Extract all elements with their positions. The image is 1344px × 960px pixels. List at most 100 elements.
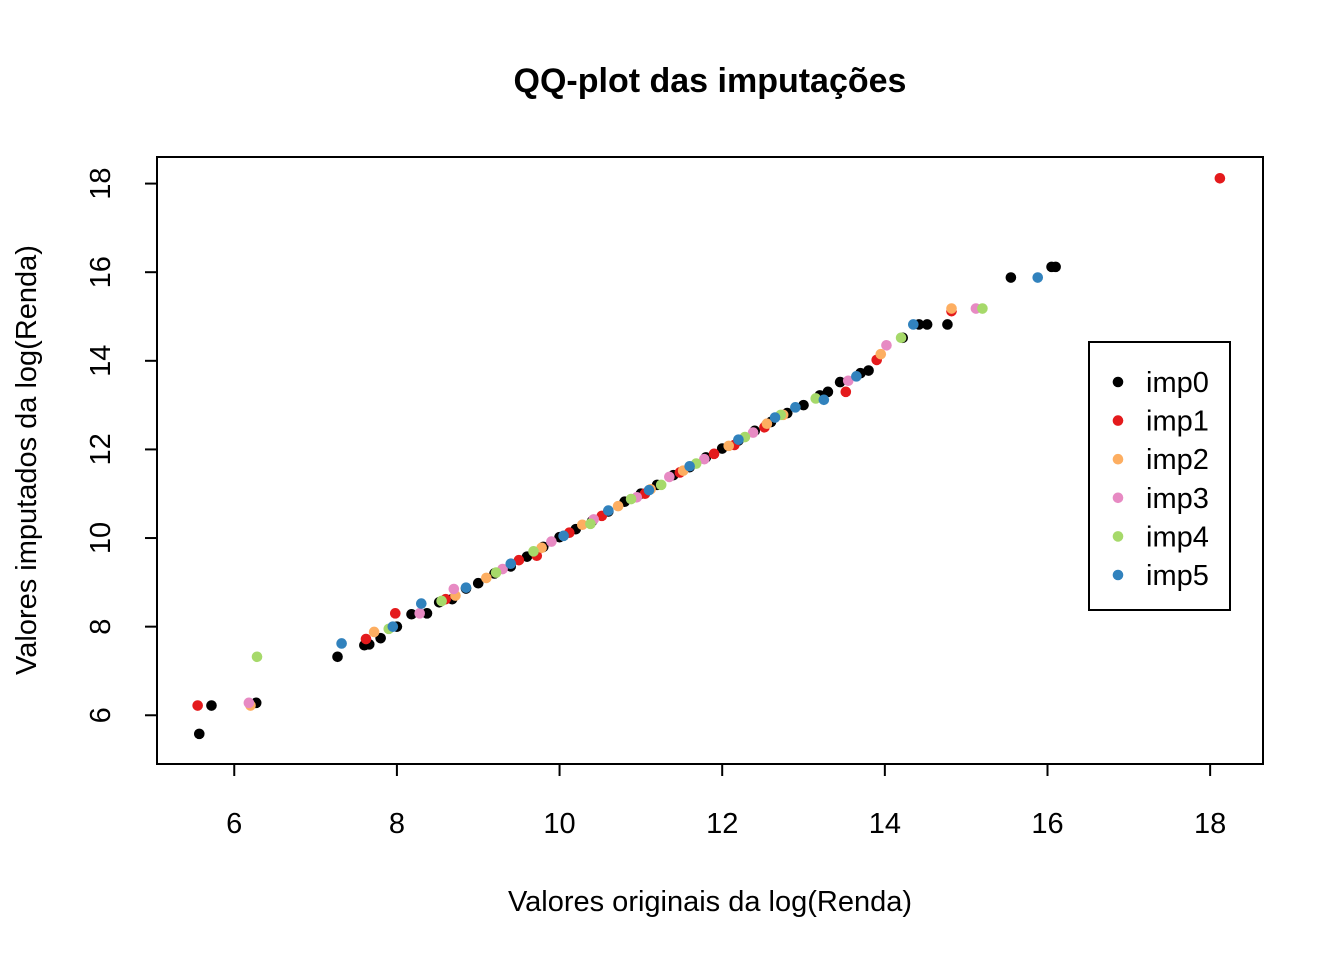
- point-imp5: [908, 319, 919, 330]
- point-imp0: [472, 577, 484, 589]
- point-imp2: [536, 542, 547, 554]
- y-tick-label: 10: [85, 522, 117, 554]
- point-imp5: [505, 558, 517, 570]
- point-imp3: [881, 340, 892, 351]
- point-imp4: [436, 595, 447, 607]
- point-imp4: [490, 567, 502, 578]
- point-imp0: [206, 700, 217, 711]
- legend-box: [1088, 341, 1231, 611]
- point-imp1: [192, 700, 203, 711]
- point-imp1: [840, 386, 852, 398]
- point-imp5: [818, 394, 830, 406]
- point-imp0: [406, 608, 417, 620]
- point-imp3: [414, 608, 425, 619]
- point-imp5: [603, 505, 614, 516]
- point-imp4: [977, 303, 988, 314]
- point-imp3: [448, 583, 460, 595]
- point-imp0: [798, 399, 809, 411]
- point-imp5: [416, 598, 427, 609]
- point-imp5: [684, 460, 695, 472]
- x-tick-label: 16: [1031, 808, 1063, 840]
- point-imp0: [834, 376, 846, 388]
- legend-marker-imp2: [1112, 453, 1124, 465]
- point-imp5: [1032, 272, 1044, 283]
- point-imp0: [421, 608, 433, 619]
- legend-marker-imp0: [1112, 376, 1124, 388]
- point-imp5: [733, 434, 744, 445]
- point-imp0: [921, 319, 933, 330]
- legend-label-imp1: imp1: [1146, 406, 1209, 438]
- point-imp1: [360, 633, 372, 645]
- point-imp2: [946, 303, 957, 314]
- point-imp5: [851, 371, 862, 382]
- point-imp5: [336, 638, 347, 649]
- y-tick-label: 18: [85, 167, 117, 199]
- point-imp2: [723, 440, 735, 452]
- data-points: [192, 172, 1226, 740]
- legend-label-imp4: imp4: [1146, 521, 1209, 553]
- point-imp5: [769, 412, 781, 423]
- x-axis-label: Valores originais da log(Renda): [508, 886, 912, 918]
- x-tick-label: 6: [226, 808, 242, 840]
- y-axis-label: Valores imputados da log(Renda): [11, 245, 43, 675]
- point-imp2: [761, 418, 773, 430]
- chart-title: QQ-plot das imputações: [514, 62, 907, 100]
- x-tick-label: 12: [706, 808, 738, 840]
- point-imp4: [625, 493, 637, 505]
- y-tick-label: 6: [85, 707, 117, 723]
- point-imp4: [655, 479, 667, 491]
- legend-label-imp5: imp5: [1146, 560, 1209, 592]
- point-imp3: [664, 471, 675, 483]
- x-tick-label: 18: [1194, 808, 1226, 840]
- legend-label-imp2: imp2: [1146, 444, 1209, 476]
- point-imp5: [790, 402, 801, 413]
- point-imp0: [332, 651, 343, 663]
- legend-marker-imp4: [1112, 531, 1124, 542]
- x-axis: 6 8 10 12 14 16 18: [226, 763, 1226, 840]
- point-imp3: [842, 375, 854, 387]
- y-tick-label: 12: [85, 433, 117, 465]
- point-imp2: [577, 519, 588, 531]
- point-imp5: [460, 582, 472, 593]
- point-imp2: [612, 500, 624, 512]
- point-imp0: [863, 365, 874, 376]
- point-imp5: [387, 621, 399, 632]
- y-tick-label: 16: [85, 256, 117, 288]
- point-imp2: [481, 572, 492, 584]
- point-imp4: [585, 518, 596, 530]
- x-tick-label: 8: [389, 808, 405, 840]
- point-imp3: [747, 427, 759, 438]
- point-imp5: [643, 484, 655, 496]
- point-imp3: [699, 453, 710, 465]
- point-imp2: [368, 626, 380, 638]
- point-imp4: [251, 651, 263, 663]
- point-imp1: [389, 608, 401, 619]
- point-imp0: [942, 319, 953, 330]
- y-tick-label: 8: [85, 619, 117, 635]
- point-imp1: [1214, 172, 1226, 184]
- legend-label-imp0: imp0: [1146, 367, 1209, 399]
- point-imp4: [528, 546, 539, 557]
- legend: imp0 imp1 imp2 imp3 imp4 imp5: [1088, 341, 1231, 611]
- point-imp0: [1050, 261, 1061, 273]
- legend-label-imp3: imp3: [1146, 483, 1209, 515]
- point-imp1: [513, 554, 525, 566]
- x-tick-label: 10: [543, 808, 575, 840]
- point-imp0: [822, 386, 834, 398]
- point-imp3: [546, 536, 557, 547]
- legend-marker-imp1: [1112, 415, 1124, 426]
- point-imp1: [708, 448, 720, 460]
- point-imp2: [875, 348, 887, 360]
- point-imp3: [243, 697, 255, 709]
- point-imp0: [193, 728, 205, 740]
- y-tick-label: 14: [85, 345, 117, 377]
- point-imp4: [895, 332, 907, 344]
- point-imp0: [1005, 272, 1017, 283]
- x-tick-label: 14: [869, 808, 901, 840]
- point-imp4: [810, 393, 822, 404]
- legend-marker-imp3: [1112, 492, 1124, 504]
- legend-marker-imp5: [1112, 569, 1124, 581]
- point-imp5: [558, 530, 569, 542]
- y-axis: 6 8 10 12 14 16 18: [85, 167, 158, 723]
